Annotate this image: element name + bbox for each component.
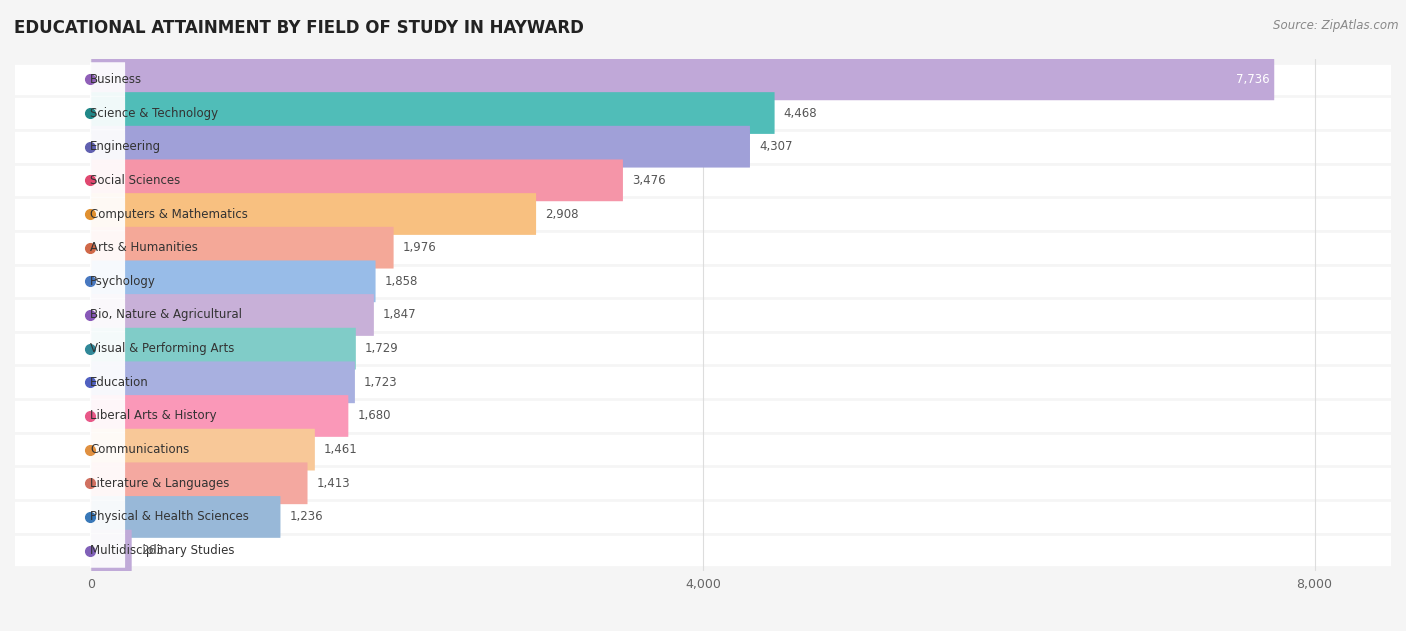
Text: 1,729: 1,729 [366,342,399,355]
Text: 4,468: 4,468 [783,107,817,119]
FancyBboxPatch shape [91,261,375,302]
Text: 1,680: 1,680 [357,410,391,423]
Text: 1,858: 1,858 [385,275,418,288]
FancyBboxPatch shape [90,365,125,399]
Text: 3,476: 3,476 [633,174,665,187]
Text: Science & Technology: Science & Technology [90,107,218,119]
Text: 1,723: 1,723 [364,376,398,389]
Text: 2,908: 2,908 [546,208,579,220]
Text: Multidisciplinary Studies: Multidisciplinary Studies [90,544,235,557]
FancyBboxPatch shape [15,332,1391,365]
Text: EDUCATIONAL ATTAINMENT BY FIELD OF STUDY IN HAYWARD: EDUCATIONAL ATTAINMENT BY FIELD OF STUDY… [14,19,583,37]
FancyBboxPatch shape [90,197,125,231]
FancyBboxPatch shape [15,231,1391,264]
Text: 1,847: 1,847 [382,309,416,321]
Text: Business: Business [90,73,142,86]
FancyBboxPatch shape [90,500,125,534]
FancyBboxPatch shape [90,533,125,568]
FancyBboxPatch shape [90,399,125,433]
FancyBboxPatch shape [15,96,1391,130]
FancyBboxPatch shape [15,130,1391,163]
Text: Source: ZipAtlas.com: Source: ZipAtlas.com [1274,19,1399,32]
FancyBboxPatch shape [91,463,308,504]
FancyBboxPatch shape [15,500,1391,534]
FancyBboxPatch shape [91,362,354,403]
Text: Psychology: Psychology [90,275,156,288]
FancyBboxPatch shape [15,365,1391,399]
FancyBboxPatch shape [91,530,132,572]
Text: Arts & Humanities: Arts & Humanities [90,241,198,254]
FancyBboxPatch shape [90,264,125,298]
FancyBboxPatch shape [90,432,125,467]
FancyBboxPatch shape [91,496,280,538]
FancyBboxPatch shape [90,331,125,366]
FancyBboxPatch shape [15,62,1391,96]
Text: Education: Education [90,376,149,389]
Text: Communications: Communications [90,443,190,456]
FancyBboxPatch shape [91,429,315,471]
FancyBboxPatch shape [15,433,1391,466]
Text: Physical & Health Sciences: Physical & Health Sciences [90,510,249,524]
FancyBboxPatch shape [91,294,374,336]
FancyBboxPatch shape [15,298,1391,332]
FancyBboxPatch shape [91,126,749,168]
FancyBboxPatch shape [15,264,1391,298]
Text: Literature & Languages: Literature & Languages [90,477,229,490]
Text: Bio, Nature & Agricultural: Bio, Nature & Agricultural [90,309,242,321]
FancyBboxPatch shape [91,395,349,437]
Text: 1,461: 1,461 [323,443,357,456]
Text: 1,236: 1,236 [290,510,323,524]
FancyBboxPatch shape [91,327,356,370]
FancyBboxPatch shape [91,193,536,235]
FancyBboxPatch shape [91,227,394,269]
FancyBboxPatch shape [15,163,1391,197]
Text: 7,736: 7,736 [1236,73,1270,86]
Text: Engineering: Engineering [90,140,162,153]
Text: Visual & Performing Arts: Visual & Performing Arts [90,342,235,355]
FancyBboxPatch shape [90,230,125,265]
Text: Liberal Arts & History: Liberal Arts & History [90,410,217,423]
FancyBboxPatch shape [15,466,1391,500]
Text: Social Sciences: Social Sciences [90,174,180,187]
FancyBboxPatch shape [15,399,1391,433]
Text: Computers & Mathematics: Computers & Mathematics [90,208,247,220]
FancyBboxPatch shape [15,197,1391,231]
Text: 4,307: 4,307 [759,140,793,153]
FancyBboxPatch shape [90,298,125,332]
FancyBboxPatch shape [91,92,775,134]
FancyBboxPatch shape [90,62,125,97]
FancyBboxPatch shape [91,59,1274,100]
FancyBboxPatch shape [90,466,125,500]
FancyBboxPatch shape [91,160,623,201]
FancyBboxPatch shape [15,534,1391,567]
FancyBboxPatch shape [90,96,125,130]
Text: 1,413: 1,413 [316,477,350,490]
Text: 263: 263 [141,544,163,557]
FancyBboxPatch shape [90,163,125,198]
Text: 1,976: 1,976 [402,241,436,254]
FancyBboxPatch shape [90,129,125,164]
